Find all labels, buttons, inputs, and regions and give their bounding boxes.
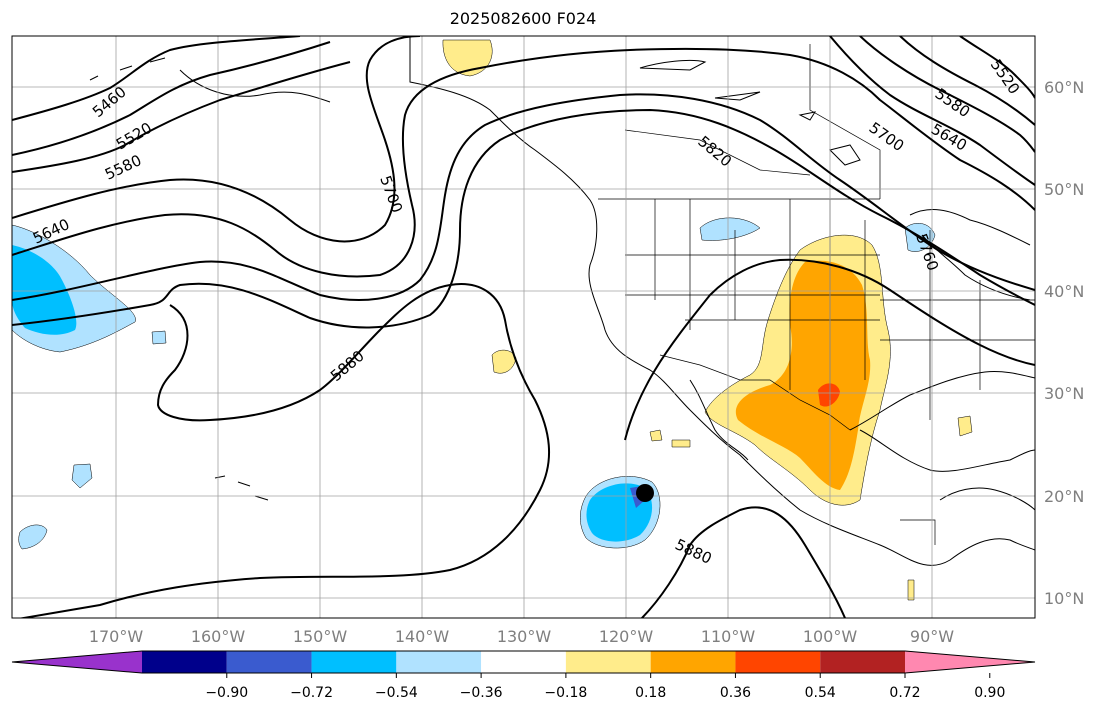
colorbar-segment (650, 651, 736, 673)
contour-5640 (12, 36, 421, 243)
colorbar-segment (311, 651, 397, 673)
lon-label: 100°W (803, 627, 858, 646)
lat-label: 10°N (1044, 589, 1084, 608)
colorbar-tick-label: −0.54 (375, 685, 418, 701)
gridlines (12, 36, 1035, 618)
colorbar-segment (481, 651, 566, 673)
contour-5880 (17, 283, 551, 618)
contour-5520-east (959, 36, 1035, 99)
colorbar-outline (11, 650, 1036, 674)
lat-label: 50°N (1044, 180, 1084, 199)
lat-label: 30°N (1044, 384, 1084, 403)
lon-label: 170°W (89, 627, 144, 646)
storm-marker (636, 484, 654, 502)
positive-anomaly-core (735, 260, 871, 490)
colorbar-extend-max (905, 651, 1035, 673)
lon-label: 140°W (395, 627, 450, 646)
contour-5580-east (899, 36, 1035, 126)
lon-label: 150°W (293, 627, 348, 646)
contour-5520 (12, 41, 331, 156)
lon-label: 130°W (497, 627, 552, 646)
contour-5760 (12, 93, 1035, 301)
map-frame (11, 35, 1036, 619)
colorbar: −0.90 −0.72 −0.54 −0.36 −0.18 0.18 0.36 0.54 0.7… (11, 650, 1036, 701)
colorbar-segment (226, 651, 312, 673)
contour-5460 (12, 36, 301, 121)
colorbar-tick-label: −0.18 (544, 685, 587, 701)
colorbar-segment (735, 651, 821, 673)
colorbar-tick-label: 0.36 (720, 685, 751, 701)
height-contours (12, 36, 1035, 618)
longitude-labels: 170°W 160°W 150°W 140°W 130°W 120°W 110°… (89, 627, 954, 646)
colorbar-tick-label: −0.36 (460, 685, 503, 701)
contour-5820 (12, 108, 1035, 329)
lat-label: 20°N (1044, 487, 1084, 506)
lat-label: 60°N (1044, 78, 1084, 97)
colorbar-segment (142, 651, 227, 673)
contour-5640-east (859, 36, 1035, 153)
lon-label: 110°W (701, 627, 756, 646)
colorbar-tick-label: −0.90 (205, 685, 248, 701)
colorbar-extend-min (12, 651, 142, 673)
contour-5880-east (640, 506, 846, 618)
contour-5700-east (829, 36, 1035, 186)
colorbar-tick-label: 0.72 (889, 685, 920, 701)
lon-label: 120°W (599, 627, 654, 646)
latitude-labels: 60°N 50°N 40°N 30°N 20°N 10°N (1044, 78, 1084, 608)
colorbar-tick-label: 0.90 (974, 685, 1005, 701)
colorbar-tick-label: −0.72 (290, 685, 333, 701)
contour-5880-ridge (624, 258, 1035, 441)
lon-label: 160°W (191, 627, 246, 646)
colorbar-segment (396, 651, 482, 673)
colorbar-tick-label: 0.54 (805, 685, 836, 701)
contour-5700 (12, 47, 1035, 278)
anomaly-shading (12, 39, 973, 601)
lon-label: 90°W (910, 627, 954, 646)
contour-5580 (12, 61, 351, 173)
lat-label: 40°N (1044, 282, 1084, 301)
negative-anomaly-core (12, 245, 77, 335)
colorbar-tick-label: 0.18 (635, 685, 666, 701)
map-title: 2025082600 F024 (449, 9, 597, 28)
colorbar-segment (565, 651, 651, 673)
colorbar-segment (820, 651, 905, 673)
